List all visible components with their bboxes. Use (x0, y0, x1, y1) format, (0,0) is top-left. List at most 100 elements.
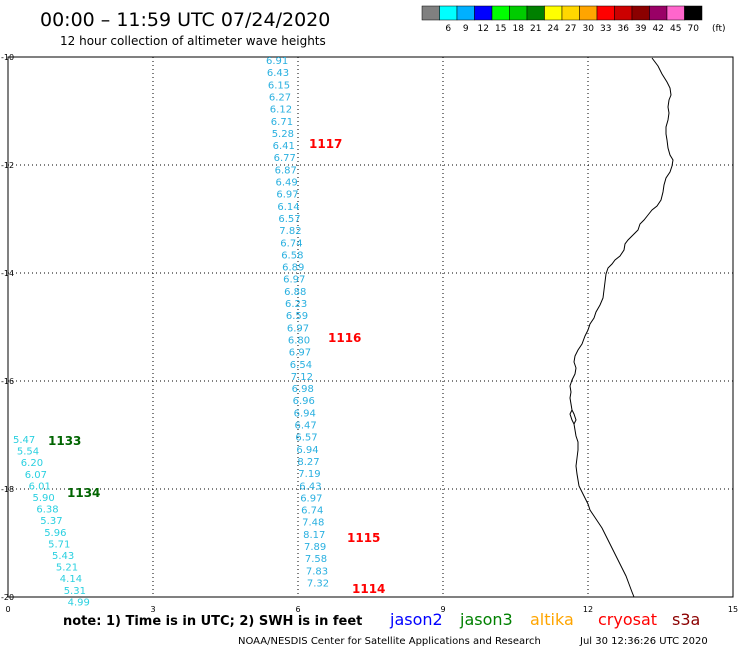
legend-label: 18 (513, 24, 525, 34)
pass-time-label: 1134 (67, 486, 100, 500)
color-scale-legend: 6 9 12 15 18 21 24 27 30 33 36 39 42 45 70 (421, 5, 703, 34)
wave-height-value: 6.20 (21, 458, 43, 469)
wave-height-value: 6.57 (278, 214, 300, 225)
wave-height-tracks: 6.916.436.156.276.126.715.286.416.776.87… (13, 56, 329, 608)
legend-swatch (474, 5, 493, 21)
wave-height-value: 6.58 (281, 250, 303, 261)
coastline (569, 57, 674, 598)
y-tick-label: -18 (1, 485, 14, 494)
legend-label: 15 (495, 24, 506, 34)
legend-label: 9 (463, 24, 469, 34)
wave-height-value: 6.97 (283, 275, 305, 286)
wave-height-value: 7.89 (304, 542, 326, 553)
pass-time-label: 1133 (48, 434, 81, 448)
coastline-inlet (571, 409, 577, 425)
legend-swatch (614, 5, 633, 21)
footer-note: note: 1) Time is in UTC; 2) SWH is in fe… (63, 614, 362, 629)
wave-height-value: 6.41 (273, 141, 295, 152)
wave-height-value: 6.07 (25, 470, 47, 481)
legend-swatch (684, 5, 703, 21)
wave-height-value: 5.96 (44, 528, 66, 539)
legend-swatch (421, 5, 440, 21)
wave-height-value: 5.21 (56, 563, 78, 574)
x-tick-label: 6 (295, 605, 300, 614)
wave-height-value: 6.43 (299, 481, 321, 492)
y-tick-label: -10 (1, 53, 14, 62)
legend-label: 24 (548, 24, 560, 34)
y-tick-label: -14 (1, 269, 14, 278)
wave-height-value: 6.87 (275, 165, 297, 176)
wave-height-value: 5.43 (52, 551, 74, 562)
legend-swatch (439, 5, 458, 21)
wave-height-value: 7.19 (298, 469, 320, 480)
wave-height-value: 6.97 (300, 493, 322, 504)
footer-timestamp: Jul 30 12:36:26 UTC 2020 (579, 636, 708, 647)
wave-height-value: 7.12 (291, 372, 313, 383)
wave-height-value: 6.59 (286, 311, 308, 322)
wave-height-value: 5.90 (33, 493, 55, 504)
wave-height-value: 5.37 (40, 516, 62, 527)
wave-height-value: 6.98 (292, 384, 314, 395)
legend-label: 27 (565, 24, 576, 34)
wave-height-value: 6.97 (276, 190, 298, 201)
legend-label: 70 (688, 24, 700, 34)
wave-height-value: 6.89 (282, 263, 304, 274)
legend-unit: (ft) (712, 24, 726, 34)
x-axis-ticks: 0 3 6 9 12 15 (5, 605, 738, 614)
wave-height-value: 6.97 (289, 348, 311, 359)
pass-time-label: 1117 (309, 137, 342, 151)
wave-height-value: 6.80 (288, 335, 310, 346)
wave-height-value: 6.97 (287, 323, 309, 334)
wave-height-value: 5.28 (272, 129, 294, 140)
wave-height-value: 5.47 (13, 435, 35, 446)
x-tick-label: 15 (728, 605, 738, 614)
x-tick-label: 9 (440, 605, 445, 614)
wave-height-value: 6.57 (295, 433, 317, 444)
satellite-legend-altika: altika (530, 610, 574, 629)
legend-label: 21 (530, 24, 541, 34)
wave-height-value: 6.74 (280, 238, 302, 249)
wave-height-value: 6.94 (294, 408, 316, 419)
legend-swatch (509, 5, 528, 21)
legend-swatch (649, 5, 668, 21)
wave-height-value: 6.71 (271, 117, 293, 128)
pass-time-labels: 1117 1116 1115 1114 1133 1134 (48, 137, 385, 596)
wave-height-value: 6.23 (285, 299, 307, 310)
legend-swatch (579, 5, 598, 21)
wave-height-value: 8.27 (297, 457, 319, 468)
wave-height-value: 7.48 (302, 518, 324, 529)
wave-height-value: 6.01 (29, 481, 51, 492)
pass-time-label: 1115 (347, 531, 380, 545)
x-tick-label: 3 (150, 605, 155, 614)
wave-height-value: 5.71 (48, 539, 70, 550)
satellite-legend: jason2 jason3 altika cryosat s3a (389, 610, 700, 629)
wave-height-value: 6.94 (296, 445, 318, 456)
satellite-legend-cryosat: cryosat (598, 610, 657, 629)
legend-label: 39 (635, 24, 647, 34)
satellite-legend-jason2: jason2 (389, 610, 443, 629)
wave-height-value: 6.91 (266, 56, 288, 67)
plot-frame (7, 56, 734, 598)
pass-time-label: 1114 (352, 582, 385, 596)
x-tick-label: 0 (5, 605, 10, 614)
legend-label: 42 (653, 24, 664, 34)
wave-height-value: 6.38 (36, 505, 58, 516)
wave-height-value: 6.43 (267, 68, 289, 79)
legend-label: 45 (670, 24, 681, 34)
wave-height-value: 6.15 (268, 80, 290, 91)
y-axis-ticks: -10 -12 -14 -16 -18 -20 (1, 53, 14, 602)
wave-height-value: 6.77 (274, 153, 296, 164)
wave-height-value: 6.88 (284, 287, 306, 298)
wave-height-value: 7.32 (307, 579, 329, 590)
wave-height-value: 6.12 (270, 105, 292, 116)
wave-height-value: 4.14 (60, 574, 82, 585)
wave-height-value: 7.82 (279, 226, 301, 237)
wave-height-value: 4.99 (68, 597, 90, 608)
page-title: 00:00 – 11:59 UTC 07/24/2020 (40, 9, 330, 31)
wave-height-value: 8.17 (303, 530, 325, 541)
wave-height-value: 6.96 (293, 396, 315, 407)
legend-swatch (491, 5, 510, 21)
wave-height-value: 5.31 (64, 586, 86, 597)
legend-swatch (596, 5, 615, 21)
